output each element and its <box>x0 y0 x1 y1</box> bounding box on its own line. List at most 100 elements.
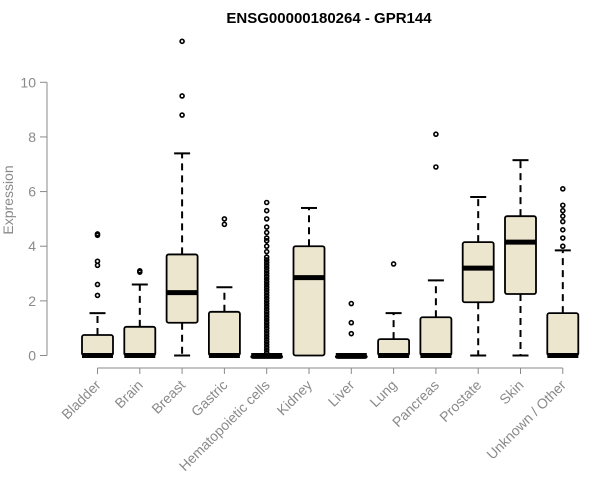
outlier-point <box>263 278 270 285</box>
outlier-point <box>94 231 101 237</box>
iqr-box <box>165 253 199 324</box>
x-tick-label: Bladder <box>58 377 104 423</box>
outlier-point <box>263 235 270 241</box>
iqr-box <box>81 334 114 357</box>
outlier-point <box>263 336 270 342</box>
box-prostate <box>461 196 495 357</box>
outlier-point <box>179 112 185 118</box>
outlier-point <box>263 325 270 331</box>
outlier-point <box>263 341 270 348</box>
x-tick-label: Liver <box>325 377 358 410</box>
outlier-point <box>263 287 270 293</box>
outlier-point <box>221 216 228 222</box>
y-tick-label: 6 <box>28 184 36 200</box>
outlier-point <box>433 131 439 138</box>
outlier-point <box>137 268 143 274</box>
chart-title: ENSG00000180264 - GPR144 <box>226 10 432 27</box>
outlier-point <box>263 339 270 345</box>
outlier-point <box>263 330 270 337</box>
y-tick-label: 0 <box>28 348 36 364</box>
outlier-point <box>263 262 270 269</box>
outlier-point <box>263 311 270 318</box>
iqr-box <box>504 215 537 295</box>
iqr-box <box>292 245 326 357</box>
outlier-point <box>94 258 101 265</box>
outlier-point <box>263 344 270 351</box>
box-unknown-other <box>546 186 580 358</box>
outlier-point <box>263 268 270 274</box>
outlier-point <box>263 254 270 260</box>
iqr-box <box>419 316 453 357</box>
outlier-point <box>433 164 439 170</box>
iqr-box <box>123 325 157 357</box>
x-tick-label: Skin <box>496 377 527 408</box>
outlier-point <box>263 347 270 353</box>
outlier-point <box>263 349 270 356</box>
plot-area <box>81 38 580 359</box>
box-skin <box>504 159 537 357</box>
x-tick-label: Kidney <box>274 377 316 419</box>
iqr-box <box>207 310 241 357</box>
outlier-point <box>263 199 270 206</box>
outlier-point <box>263 237 270 244</box>
iqr-box <box>546 312 580 357</box>
outlier-point <box>263 292 270 299</box>
outlier-point <box>559 202 566 209</box>
outlier-point <box>263 284 270 291</box>
y-tick-label: 8 <box>28 129 36 145</box>
outlier-point <box>94 281 101 288</box>
box-kidney <box>292 206 326 357</box>
outlier-point <box>263 229 270 236</box>
outlier-point <box>559 218 566 225</box>
outlier-point <box>559 235 566 241</box>
outlier-point <box>390 261 397 267</box>
outlier-point <box>263 270 270 277</box>
outlier-point <box>263 265 270 271</box>
outlier-point <box>263 281 270 288</box>
outlier-point <box>263 328 270 334</box>
outlier-point <box>179 93 185 99</box>
outlier-point <box>263 314 270 321</box>
box-brain <box>123 268 157 358</box>
box-hematopoietic-cells <box>250 199 284 359</box>
outlier-point <box>179 38 185 45</box>
outlier-point <box>263 273 270 280</box>
y-axis-label: Expression <box>0 165 16 234</box>
outlier-point <box>559 243 566 250</box>
outlier-point <box>263 207 270 214</box>
x-tick-label: Unknown / Other <box>483 377 569 463</box>
outlier-point <box>263 257 270 263</box>
outlier-point <box>348 319 355 326</box>
outlier-point <box>263 298 270 304</box>
outlier-point <box>559 186 566 192</box>
outlier-point <box>263 303 270 310</box>
outlier-point <box>559 207 566 214</box>
outlier-point <box>263 289 270 296</box>
x-tick-label: Pancreas <box>389 377 442 430</box>
outlier-point <box>263 317 270 323</box>
y-tick-label: 2 <box>28 293 36 309</box>
outlier-point <box>263 276 270 282</box>
x-tick-label: Brain <box>111 377 145 411</box>
outlier-point <box>348 300 355 307</box>
outlier-point <box>263 243 270 250</box>
outlier-point <box>559 227 566 233</box>
box-gastric <box>207 216 241 358</box>
outlier-point <box>263 216 270 222</box>
box-bladder <box>81 231 114 358</box>
x-tick-label: Lung <box>366 377 399 410</box>
y-tick-label: 4 <box>28 238 36 254</box>
box-liver <box>334 300 368 359</box>
y-tick-label: 10 <box>20 74 36 90</box>
outlier-point <box>263 319 270 326</box>
outlier-point <box>221 221 228 228</box>
outlier-point <box>559 213 566 219</box>
iqr-box <box>461 241 495 304</box>
outlier-point <box>348 330 355 337</box>
box-lung <box>377 261 411 358</box>
outlier-point <box>94 292 101 299</box>
box-pancreas <box>419 131 453 358</box>
outlier-point <box>263 224 270 230</box>
